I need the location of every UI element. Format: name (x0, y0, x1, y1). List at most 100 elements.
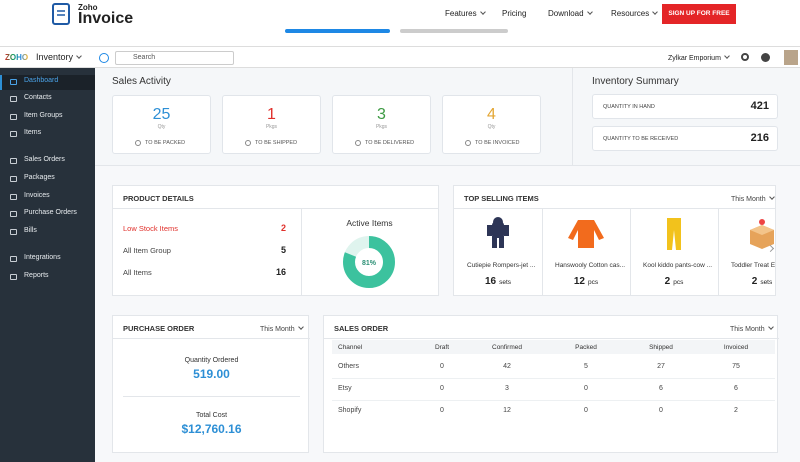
cell: 0 (584, 385, 588, 392)
nav-link[interactable]: Resources (611, 9, 657, 18)
donut-arc (343, 236, 395, 288)
cell: 3 (505, 385, 509, 392)
sidebar-item[interactable]: Items (24, 129, 42, 136)
settings-icon[interactable] (741, 53, 749, 61)
column-header: Confirmed (492, 344, 522, 351)
nav-link[interactable]: Download (548, 9, 592, 18)
activity-card[interactable]: 1 Pkgs TO BE SHIPPED (222, 95, 321, 154)
status-icon (135, 140, 141, 146)
panel-title: TOP SELLING ITEMS (464, 194, 539, 203)
divider (718, 208, 719, 295)
summary-value: 216 (750, 132, 769, 144)
tab-indicator (285, 29, 390, 33)
channel-cell: Others (338, 363, 360, 370)
sidebar-item[interactable]: Sales Orders (24, 156, 65, 163)
recent-icon[interactable] (99, 53, 109, 63)
product-name[interactable]: Cutiepie Rompers-jet ... (467, 262, 536, 269)
column-header: Invoiced (723, 344, 749, 351)
active-items-label: Active Items (346, 218, 393, 228)
period-select[interactable]: This Month (260, 325, 303, 333)
brand-icon (52, 3, 70, 25)
activity-card[interactable]: 4 Qty TO BE INVOICED (442, 95, 541, 154)
brand[interactable]: Invoice (78, 10, 134, 27)
cell: 0 (584, 407, 588, 414)
signup-button[interactable]: SIGN UP FOR FREE (662, 4, 736, 24)
nav-icon (10, 114, 17, 120)
nav-icon (10, 194, 17, 200)
activity-card[interactable]: 25 Qty TO BE PACKED (112, 95, 211, 154)
product-name[interactable]: Hanswooly Cotton cas... (555, 262, 626, 269)
search-box[interactable]: Search (115, 51, 234, 65)
cell: 42 (503, 363, 511, 370)
product-name[interactable]: Toddler Treat E... (731, 262, 776, 269)
detail-label[interactable]: Low Stock Items (123, 224, 179, 233)
nav-icon (10, 131, 17, 137)
activity-value: 3 (377, 106, 386, 123)
cell: 0 (659, 407, 663, 414)
divider (454, 208, 775, 209)
divider (113, 208, 438, 209)
nav-link[interactable]: Pricing (502, 9, 527, 18)
help-icon[interactable] (761, 53, 770, 62)
sidebar-item[interactable]: Bills (24, 227, 37, 234)
status-icon (355, 140, 361, 146)
product-qty: 2 pcs (630, 276, 718, 287)
cell: 6 (734, 385, 738, 392)
divider (301, 208, 302, 296)
sidebar-item[interactable]: Contacts (24, 94, 52, 101)
activity-value: 25 (152, 106, 171, 123)
product-art (568, 220, 604, 248)
detail-label[interactable]: All Item Group (123, 246, 171, 255)
nav-icon (10, 274, 17, 280)
period-select[interactable]: This Month (731, 195, 774, 203)
divider (0, 46, 800, 47)
sidebar-item[interactable]: Integrations (24, 254, 61, 261)
app-name[interactable]: Inventory (36, 52, 81, 62)
activity-card[interactable]: 3 Pkgs TO BE DELIVERED (332, 95, 431, 154)
active-items-donut: 81% (343, 236, 395, 288)
product-image[interactable] (542, 216, 630, 252)
sidebar-item[interactable]: Packages (24, 174, 55, 181)
cell: 6 (659, 385, 663, 392)
summary-box: QUANTITY IN HAND 421 (592, 94, 778, 119)
section-title: Inventory Summary (592, 76, 679, 87)
qty-unit: sets (499, 279, 512, 286)
qty-unit: sets (760, 279, 773, 286)
activity-unit: Pkgs (375, 124, 388, 130)
product-art (667, 218, 681, 250)
detail-label[interactable]: All Items (123, 268, 152, 277)
nav-link[interactable]: Features (445, 9, 485, 18)
divider (324, 338, 779, 339)
metric-label: Total Cost (195, 412, 228, 419)
sidebar-item[interactable]: Invoices (24, 192, 50, 199)
product-details-panel: PRODUCT DETAILS Active Items 81% Low Sto… (112, 185, 439, 296)
cell: 0 (440, 385, 444, 392)
org-switcher[interactable]: Zylkar Emporium (668, 54, 729, 62)
qty-value: 16 (484, 276, 497, 287)
product-qty: 12 pcs (542, 276, 630, 287)
product-image[interactable] (454, 216, 542, 252)
avatar[interactable] (784, 50, 798, 65)
product-image[interactable] (718, 216, 775, 252)
app-logo: ZOHO (5, 53, 29, 62)
activity-label: TO BE SHIPPED (255, 140, 298, 146)
metric-label: Quantity Ordered (184, 357, 239, 364)
sidebar-item[interactable]: Dashboard (24, 77, 59, 84)
cell: 12 (503, 407, 511, 414)
period-select[interactable]: This Month (730, 325, 773, 333)
activity-unit: Pkgs (265, 124, 278, 130)
activity-label: TO BE DELIVERED (365, 140, 415, 146)
app-bar (0, 48, 800, 68)
sidebar-item[interactable]: Reports (24, 272, 49, 279)
sidebar-item[interactable]: Item Groups (24, 112, 63, 119)
table-header-bg (332, 340, 775, 354)
cell: 5 (584, 363, 588, 370)
product-image[interactable] (630, 216, 718, 252)
sidebar-item[interactable]: Purchase Orders (24, 209, 77, 216)
qty-value: 2 (664, 276, 671, 287)
activity-value: 4 (487, 106, 496, 123)
cell: 75 (732, 363, 740, 370)
product-name[interactable]: Kool kiddo pants-cow ... (643, 262, 713, 269)
product-art (487, 217, 509, 248)
